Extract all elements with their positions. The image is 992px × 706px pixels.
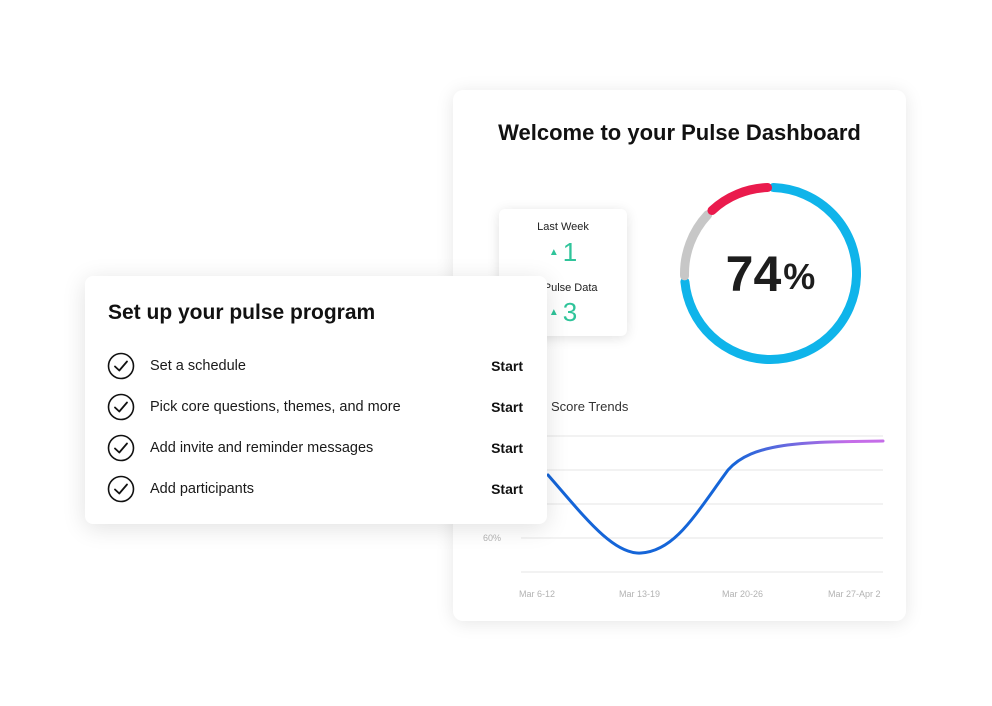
task-label: Add invite and reminder messages bbox=[150, 440, 374, 456]
start-button[interactable]: Start bbox=[491, 440, 523, 456]
task-row-core-questions[interactable]: Pick core questions, themes, and more St… bbox=[107, 392, 527, 422]
stat-label-last-week: Last Week bbox=[537, 221, 589, 233]
donut-neutral-arc bbox=[680, 183, 861, 364]
y-tick-label: 60% bbox=[483, 533, 501, 543]
x-tick-label: Mar 20-26 bbox=[722, 589, 763, 599]
check-circle-icon bbox=[107, 352, 135, 380]
x-tick-label: Mar 27-Apr 2 bbox=[828, 589, 881, 599]
task-label: Add participants bbox=[150, 481, 254, 497]
score-percentage: 74% bbox=[677, 180, 864, 367]
setup-title: Set up your pulse program bbox=[108, 301, 376, 324]
donut-main-arc bbox=[680, 183, 861, 364]
task-row-add-participants[interactable]: Add participants Start bbox=[107, 474, 527, 504]
check-circle-icon bbox=[107, 434, 135, 462]
score-trends-title: Score Trends bbox=[551, 399, 629, 414]
task-label: Pick core questions, themes, and more bbox=[150, 399, 401, 415]
donut-negative-arc bbox=[680, 183, 861, 364]
score-number: 74 bbox=[725, 245, 782, 302]
check-circle-icon bbox=[107, 475, 135, 503]
stat-number: 1 bbox=[562, 237, 578, 267]
stat-value-all-pulse: ▲ 3 bbox=[499, 297, 627, 328]
task-row-invite-messages[interactable]: Add invite and reminder messages Start bbox=[107, 433, 527, 463]
stat-value-last-week: ▲ 1 bbox=[499, 237, 627, 268]
task-row-set-schedule[interactable]: Set a schedule Start bbox=[107, 351, 527, 381]
score-trend-line bbox=[546, 439, 885, 555]
start-button[interactable]: Start bbox=[491, 399, 523, 415]
trend-up-icon: ▲ bbox=[548, 247, 559, 258]
score-unit: % bbox=[783, 255, 816, 297]
start-button[interactable]: Start bbox=[491, 358, 523, 374]
score-donut-gauge bbox=[680, 183, 861, 364]
dashboard-title: Welcome to your Pulse Dashboard bbox=[498, 120, 861, 145]
score-trend-chart: 60% Mar 6-12 Mar 13-19 Mar 20-26 Mar 27-… bbox=[483, 435, 885, 599]
stat-number: 3 bbox=[562, 297, 578, 327]
trend-up-icon: ▲ bbox=[548, 307, 559, 318]
task-label: Set a schedule bbox=[150, 358, 246, 374]
x-tick-label: Mar 6-12 bbox=[519, 589, 555, 599]
setup-pulse-program-card: Set up your pulse program Set a schedule… bbox=[85, 276, 547, 524]
check-circle-icon bbox=[107, 393, 135, 421]
x-tick-label: Mar 13-19 bbox=[619, 589, 660, 599]
start-button[interactable]: Start bbox=[491, 481, 523, 497]
